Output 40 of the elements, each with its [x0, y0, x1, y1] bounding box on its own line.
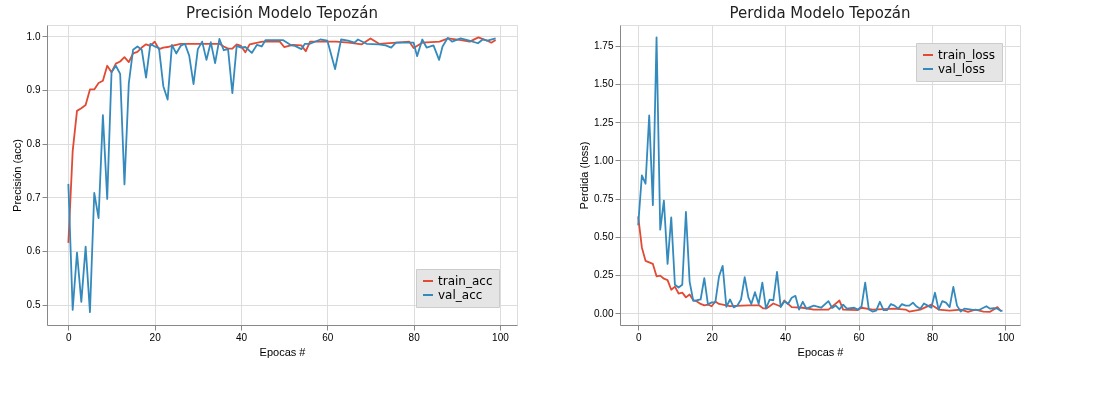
y-tick-label: 1.50 [594, 78, 614, 90]
y-tick-label: 0.50 [594, 231, 614, 243]
legend-label: val_loss [938, 62, 985, 76]
y-tick-label: 0.75 [594, 193, 614, 205]
legend-label: train_loss [938, 48, 996, 62]
x-tick-label: 40 [235, 331, 248, 343]
line-series [637, 36, 1004, 313]
line-series [67, 36, 497, 244]
y-tick-label: 1.75 [594, 40, 614, 52]
x-tick-label: 100 [492, 331, 510, 343]
y-axis-title: Perdida (loss) [578, 141, 591, 210]
x-tick-label: 20 [149, 331, 162, 343]
y-tick-label: 0.8 [26, 138, 41, 150]
x-tick-label: 40 [780, 331, 792, 343]
x-tick-label: 20 [706, 331, 719, 343]
y-tick-label: 1.0 [26, 30, 41, 42]
x-tick-label: 80 [408, 331, 421, 343]
x-tick-label: 0 [66, 331, 73, 343]
y-axis-title: Precisión (acc) [10, 139, 23, 212]
y-tick-label: 0.9 [26, 84, 41, 96]
chart-title: Perdida Modelo Tepozán [729, 4, 911, 22]
x-tick-label: 60 [853, 331, 866, 343]
line-series [637, 215, 1002, 313]
x-axis-title: Epocas # [797, 345, 845, 358]
x-tick-label: 0 [635, 331, 642, 343]
legend-label: val_acc [438, 288, 483, 302]
legend-label: train_acc [438, 274, 493, 288]
y-tick-label: 1.25 [594, 116, 614, 128]
y-tick-label: 1.00 [594, 154, 614, 166]
y-tick-label: 0.6 [26, 245, 41, 257]
y-tick-label: 0.25 [594, 269, 614, 281]
x-tick-label: 100 [997, 331, 1015, 343]
y-tick-label: 0.00 [594, 307, 614, 319]
line-series [67, 36, 497, 314]
x-tick-label: 80 [926, 331, 939, 343]
x-tick-label: 60 [322, 331, 334, 343]
y-tick-label: 0.7 [26, 191, 41, 203]
chart-title: Precisión Modelo Tepozán [186, 4, 378, 22]
y-tick-label: 0.5 [26, 299, 41, 311]
x-axis-title: Epocas # [259, 345, 307, 358]
